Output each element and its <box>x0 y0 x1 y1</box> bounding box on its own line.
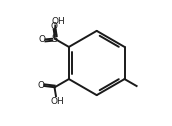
Text: O: O <box>39 35 46 44</box>
Text: O: O <box>50 22 57 31</box>
Text: OH: OH <box>52 17 65 26</box>
Text: O: O <box>38 82 45 90</box>
Text: S: S <box>52 34 58 44</box>
Text: OH: OH <box>50 97 64 106</box>
